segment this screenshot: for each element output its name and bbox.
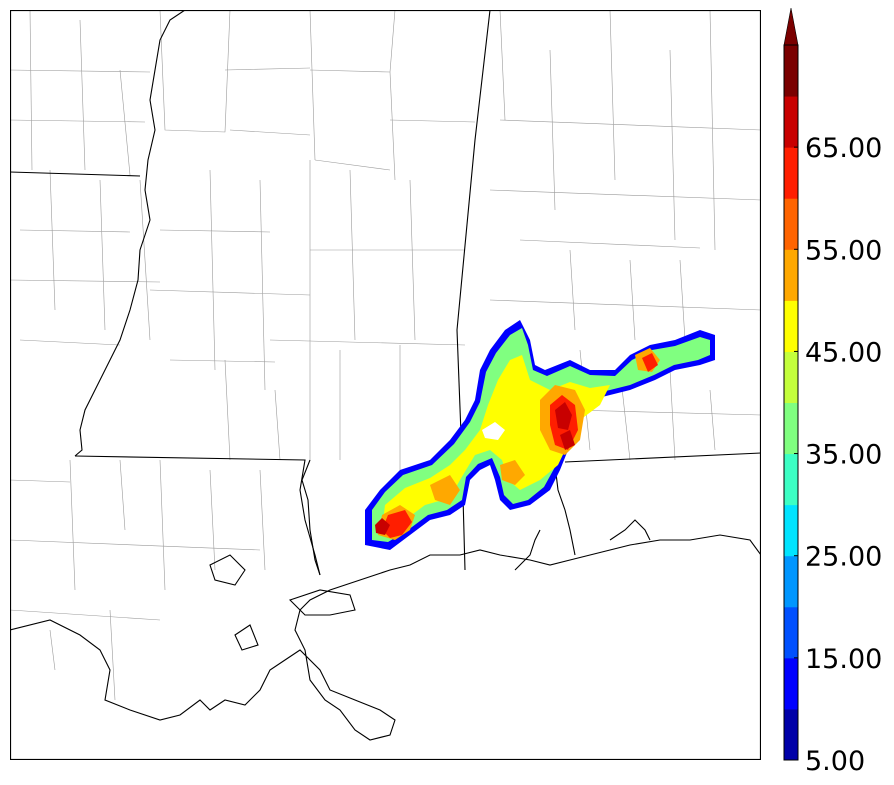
colorbar-swatch	[784, 453, 798, 506]
colorbar-swatches	[784, 45, 798, 761]
colorbar-swatch	[784, 708, 798, 761]
colorbar-swatch	[784, 45, 798, 97]
reflectivity-field	[365, 320, 715, 550]
mississippi-louisiana-border	[74, 455, 321, 576]
colorbar-swatch	[784, 351, 798, 403]
arkansas-louisiana-border	[10, 171, 141, 177]
colorbar-swatch	[784, 606, 798, 659]
pearl-river	[301, 459, 321, 576]
mississippi-river	[74, 10, 186, 457]
colorbar-tick-label: 5.00	[805, 746, 865, 777]
colorbar-tick-label: 15.00	[805, 644, 882, 675]
alabama-florida-border	[564, 452, 761, 463]
colorbar-tick-label: 35.00	[805, 440, 882, 471]
alabama-river-mobile	[554, 464, 576, 556]
colorbar-swatch	[784, 555, 798, 608]
colorbar-swatch	[784, 402, 798, 455]
lake-pontchartrain	[288, 589, 356, 616]
colorbar-swatch	[784, 504, 798, 557]
map-border	[10, 10, 761, 760]
colorbar-tick-label: 25.00	[805, 542, 882, 573]
colorbar-swatch	[784, 249, 798, 301]
colorbar-border	[783, 44, 799, 761]
colorbar: 5.00 15.00 25.00 35.00 45.00 55.00 65.00	[783, 7, 882, 777]
colorbar-swatch	[784, 147, 798, 199]
county-boundaries	[10, 10, 761, 701]
colorbar-extend-arrow	[783, 7, 799, 46]
colorbar-swatch	[784, 657, 798, 710]
colorbar-tick-label: 45.00	[805, 337, 882, 368]
colorbar-tick-label: 55.00	[805, 235, 882, 266]
map-panel	[10, 10, 761, 760]
gulf-coast	[10, 534, 761, 741]
colorbar-tick-label: 65.00	[805, 133, 882, 164]
state-boundaries	[10, 10, 761, 741]
colorbar-labels: 5.00 15.00 25.00 35.00 45.00 55.00 65.00	[794, 133, 882, 777]
colorbar-swatch	[784, 96, 798, 148]
mobile-bay	[514, 529, 541, 571]
colorbar-swatch	[784, 198, 798, 250]
colorbar-swatch	[784, 300, 798, 352]
